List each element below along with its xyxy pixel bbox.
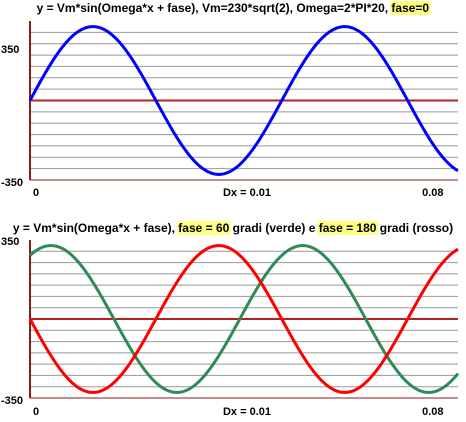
title-highlight: fase = 60 xyxy=(178,221,229,235)
title-highlight-box xyxy=(177,221,231,235)
series-line-phase-0 xyxy=(28,25,459,176)
title-part: y = Vm*sin(Omega*x + fase), Vm=230*sqrt(… xyxy=(37,1,392,15)
x-tick-label: 0 xyxy=(33,187,39,199)
title-highlight-box xyxy=(317,221,378,235)
chart-panel-1: y = Vm*sin(Omega*x + fase), Vm=230*sqrt(… xyxy=(1,1,459,199)
dx-label: Dx = 0.01 xyxy=(223,406,271,418)
title-highlight: fase = 180 xyxy=(319,221,377,235)
chart-panel-2: y = Vm*sin(Omega*x + fase), fase = 60 gr… xyxy=(1,221,460,418)
x-tick-label: 0.08 xyxy=(422,187,443,199)
chart-title: y = Vm*sin(Omega*x + fase), fase = 60 gr… xyxy=(13,221,453,235)
x-tick-label: 0.08 xyxy=(422,406,443,418)
series-line-phase-180 xyxy=(28,244,459,394)
chart-title: y = Vm*sin(Omega*x + fase), Vm=230*sqrt(… xyxy=(37,1,430,15)
y-tick-label: -350 xyxy=(1,177,23,189)
x-tick-label: 0 xyxy=(33,406,39,418)
y-tick-label: 350 xyxy=(1,236,19,248)
title-part: y = Vm*sin(Omega*x + fase), xyxy=(13,221,178,235)
title-highlight-box xyxy=(390,1,431,15)
dx-label: Dx = 0.01 xyxy=(223,187,271,199)
title-highlight: fase=0 xyxy=(391,1,429,15)
title-part: gradi (rosso) xyxy=(376,221,453,235)
title-part: gradi (verde) e xyxy=(229,221,318,235)
y-tick-label: -350 xyxy=(1,395,23,407)
y-tick-label: 350 xyxy=(1,44,19,56)
